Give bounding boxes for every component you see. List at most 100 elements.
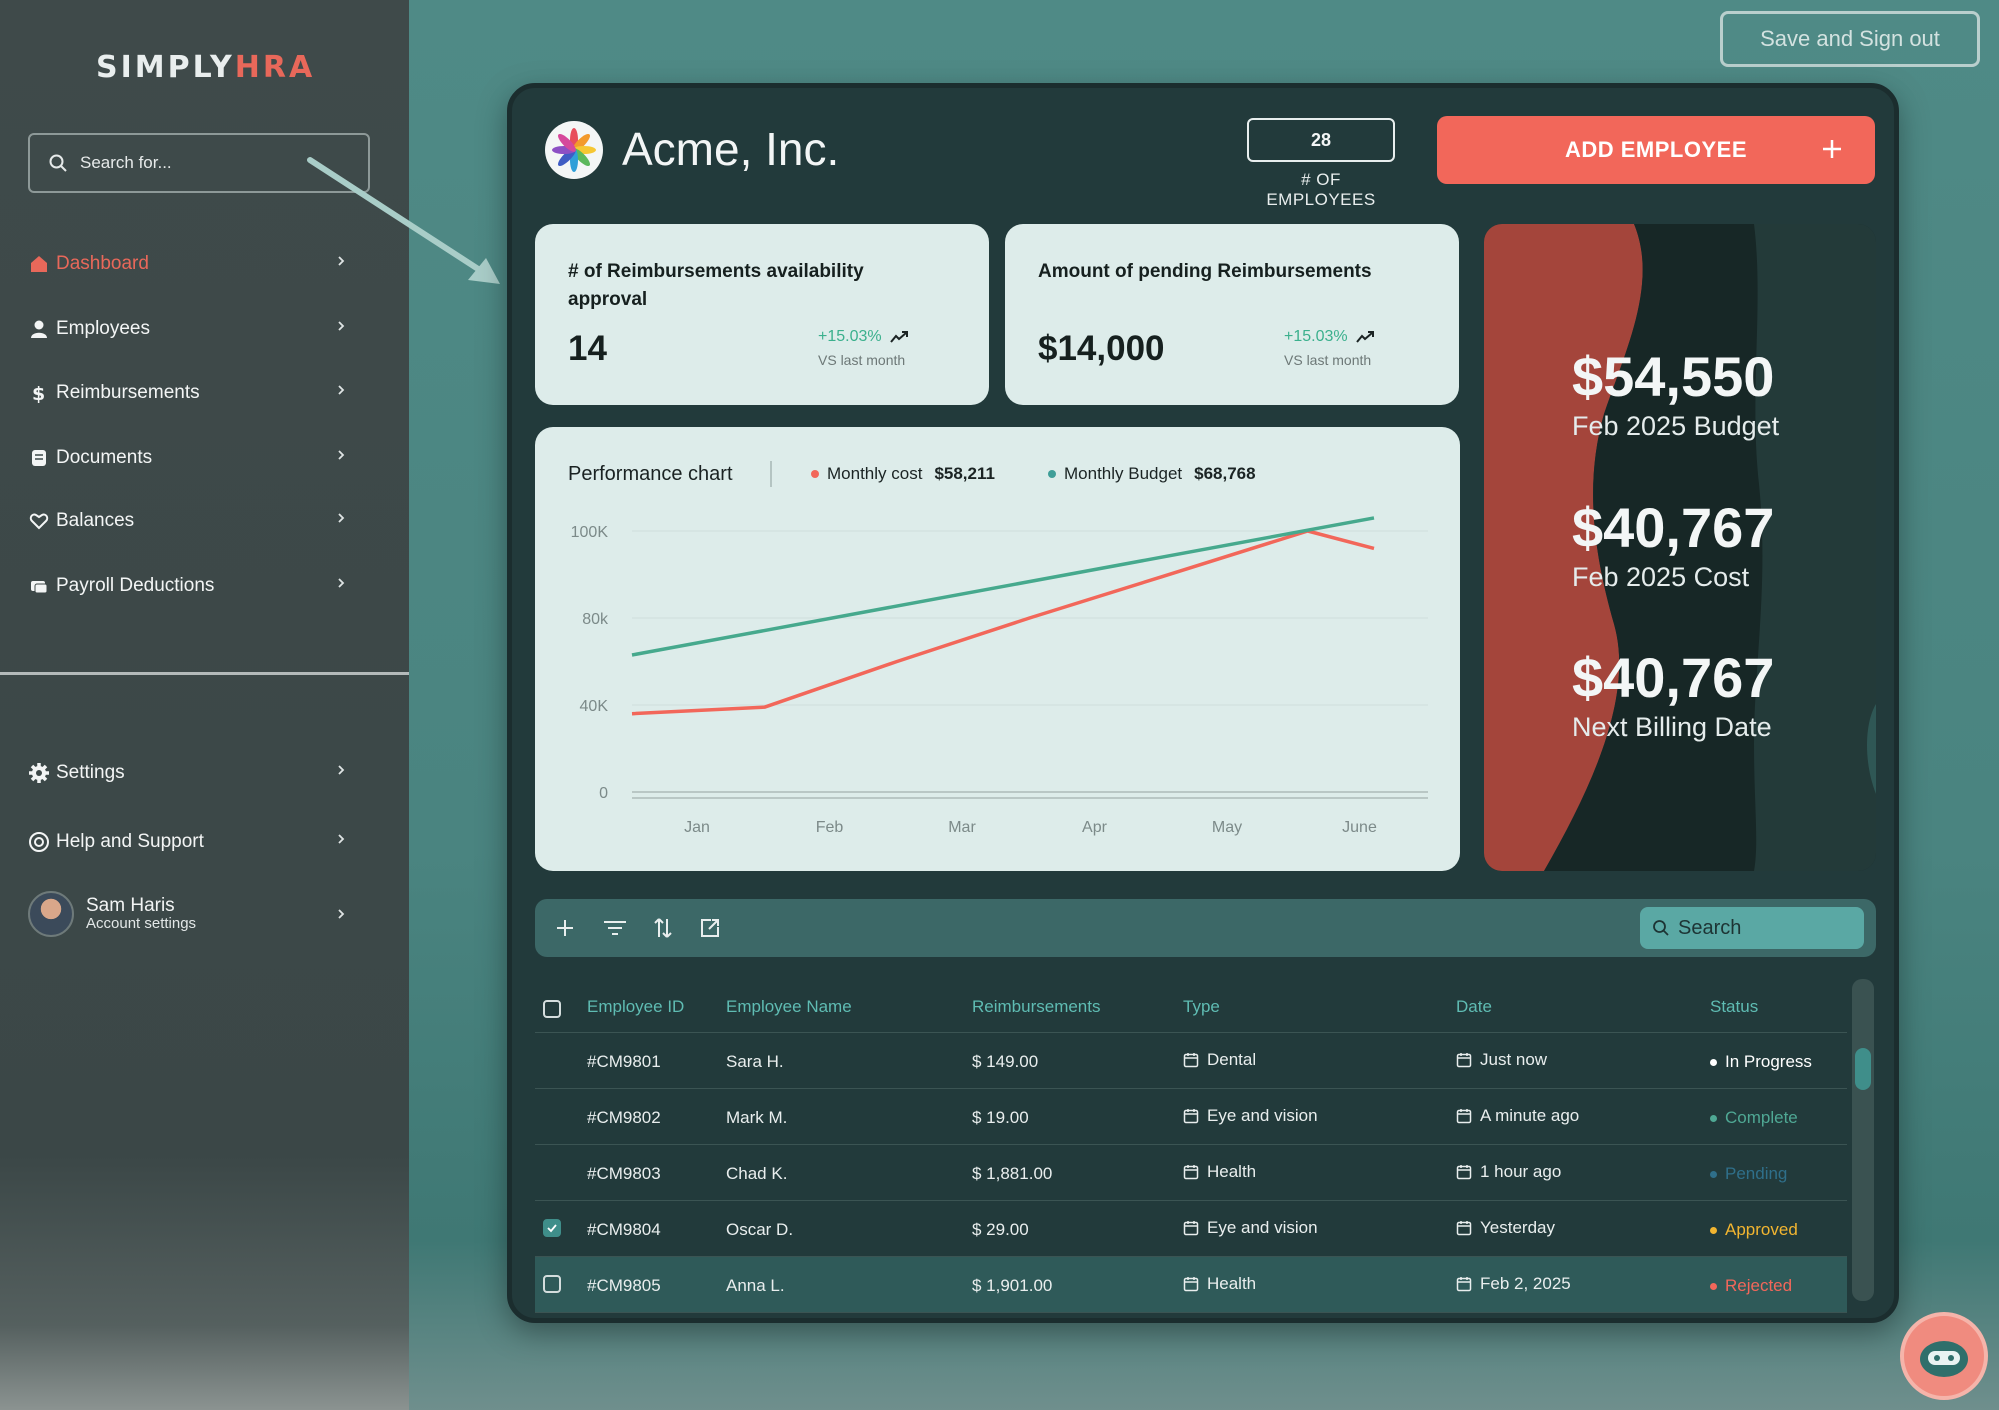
billing-item: $40,767 Next Billing Date — [1572, 650, 1774, 743]
column-employee-id[interactable]: Employee ID — [587, 997, 685, 1016]
cost-item: $40,767 Feb 2025 Cost — [1572, 500, 1774, 593]
table-row[interactable]: #CM9803 Chad K. $ 1,881.00 Health 1 hour ago… — [535, 1145, 1847, 1201]
company-logo — [545, 121, 603, 179]
table-row[interactable]: #CM9804 Oscar D. $ 29.00 Eye and vision Yest… — [535, 1201, 1847, 1257]
cell-employee-name: Oscar D. — [726, 1220, 794, 1239]
cell-type: Eye and vision — [1183, 1106, 1318, 1126]
table-scroll-thumb[interactable] — [1855, 1048, 1871, 1090]
column-type[interactable]: Type — [1183, 997, 1220, 1016]
cell-date-text: 1 hour ago — [1480, 1162, 1562, 1181]
sidebar-search[interactable] — [28, 133, 370, 193]
sidebar-item-dashboard[interactable]: Dashboard — [28, 246, 358, 282]
table-toolbar — [535, 899, 1876, 957]
chart-title: Performance chart — [568, 463, 733, 485]
column-employee-name[interactable]: Employee Name — [726, 997, 852, 1016]
cell-employee-name: Chad K. — [726, 1164, 788, 1183]
sidebar-item-label: Employees — [56, 318, 150, 339]
table-search[interactable] — [1640, 907, 1864, 949]
cost-label: Feb 2025 Cost — [1572, 562, 1750, 592]
chevron-right-icon — [338, 513, 345, 523]
cell-employee-name: Sara H. — [726, 1052, 784, 1071]
sidebar-item-payroll-deductions[interactable]: Payroll Deductions — [28, 568, 358, 604]
table-search-input[interactable] — [1678, 916, 1848, 940]
x-tick-label: Jan — [684, 819, 710, 836]
row-checkbox[interactable] — [543, 1275, 561, 1293]
chevron-right-icon — [338, 385, 345, 395]
status-badge: Complete — [1710, 1108, 1798, 1128]
x-tick-label: June — [1342, 819, 1377, 836]
budget-label: Feb 2025 Budget — [1572, 411, 1780, 441]
export-icon[interactable] — [696, 914, 724, 942]
status-dot — [1710, 1226, 1717, 1234]
column-status[interactable]: Status — [1710, 997, 1759, 1016]
calendar-icon — [1456, 1221, 1472, 1236]
status-dot — [1710, 1058, 1717, 1066]
column-date[interactable]: Date — [1456, 997, 1492, 1016]
legend-dot — [1048, 470, 1056, 478]
status-text: In Progress — [1725, 1052, 1812, 1071]
cell-type-text: Health — [1207, 1162, 1257, 1181]
sidebar: SIMPLYHRA Dashboard Employees $ Reimburs… — [0, 0, 409, 1410]
sidebar-item-settings[interactable]: Settings — [28, 755, 358, 791]
filter-icon[interactable] — [601, 914, 629, 942]
add-row-icon[interactable] — [551, 914, 579, 942]
series-line-monthly-cost — [631, 529, 1375, 716]
check-icon — [547, 1224, 557, 1233]
cell-type-text: Health — [1207, 1274, 1257, 1293]
stat-value: $14,000 — [1038, 329, 1165, 368]
calendar-icon — [1456, 1277, 1472, 1292]
row-checkbox[interactable] — [543, 1219, 561, 1237]
sidebar-item-help-support[interactable]: Help and Support — [28, 824, 358, 860]
chat-assistant-button[interactable] — [1900, 1312, 1988, 1400]
support-icon — [28, 831, 50, 853]
budget-amount: $54,550 — [1572, 345, 1775, 408]
legend-value: $68,768 — [1194, 464, 1256, 483]
y-tick-label: 40K — [580, 698, 609, 715]
sidebar-item-employees[interactable]: Employees — [28, 311, 358, 347]
sort-icon[interactable] — [649, 914, 677, 942]
x-tick-label: Mar — [948, 819, 976, 836]
app-logo[interactable]: SIMPLYHRA — [96, 50, 315, 85]
sidebar-item-label: Reimbursements — [56, 382, 200, 403]
cell-type: Health — [1183, 1274, 1256, 1294]
cell-employee-id: #CM9802 — [587, 1108, 661, 1127]
stat-delta-value: +15.03% — [1284, 328, 1348, 345]
table-row[interactable]: #CM9805 Anna L. $ 1,901.00 Health Feb 2, 202… — [535, 1257, 1847, 1313]
sidebar-item-documents[interactable]: Documents — [28, 440, 358, 476]
cell-employee-name: Anna L. — [726, 1276, 785, 1295]
sidebar-search-input[interactable] — [80, 153, 360, 173]
legend-monthly-budget: Monthly Budget $68,768 — [1048, 464, 1256, 484]
cell-type: Dental — [1183, 1050, 1256, 1070]
performance-chart-card: 100K 80k 40K 0 Jan Feb Mar Apr May June Performan… — [535, 427, 1460, 871]
select-all-checkbox[interactable] — [543, 1000, 561, 1018]
chart-title-separator — [770, 461, 772, 487]
stat-card-reimbursements-approval: # of Reimbursements availability approva… — [535, 224, 989, 405]
column-reimbursements[interactable]: Reimbursements — [972, 997, 1101, 1016]
chatbot-icon — [1920, 1341, 1968, 1377]
billing-label: Next Billing Date — [1572, 712, 1772, 742]
billing-amount: $40,767 — [1572, 646, 1775, 709]
cell-employee-id: #CM9805 — [587, 1276, 661, 1295]
stat-card-pending-reimbursements: Amount of pending Reimbursements $14,000… — [1005, 224, 1459, 405]
status-dot — [1710, 1114, 1717, 1122]
table-scrollbar[interactable] — [1852, 979, 1874, 1301]
save-sign-out-button[interactable]: Save and Sign out — [1720, 11, 1980, 67]
employee-count-label: # OF EMPLOYEES — [1266, 170, 1376, 209]
cell-reimbursement: $ 29.00 — [972, 1220, 1029, 1239]
company-logo-icon — [552, 128, 596, 172]
sidebar-item-label: Balances — [56, 510, 135, 531]
sidebar-item-balances[interactable]: Balances — [28, 503, 358, 539]
cell-type-text: Dental — [1207, 1050, 1257, 1069]
calendar-icon — [1456, 1053, 1472, 1068]
sidebar-divider — [0, 672, 409, 675]
sidebar-item-reimbursements[interactable]: $ Reimbursements — [28, 375, 358, 411]
cell-type: Eye and vision — [1183, 1218, 1318, 1238]
status-text: Complete — [1725, 1108, 1798, 1127]
table-row[interactable]: #CM9801 Sara H. $ 149.00 Dental Just now In P… — [535, 1033, 1847, 1089]
cell-date-text: Yesterday — [1480, 1218, 1555, 1237]
account-settings[interactable]: Sam Haris Account settings — [28, 890, 358, 938]
add-employee-button[interactable]: ADD EMPLOYEE — [1437, 116, 1875, 184]
cell-date-text: Just now — [1480, 1050, 1548, 1069]
table-row[interactable]: #CM9802 Mark M. $ 19.00 Eye and vision A min… — [535, 1089, 1847, 1145]
status-badge: Rejected — [1710, 1276, 1792, 1296]
